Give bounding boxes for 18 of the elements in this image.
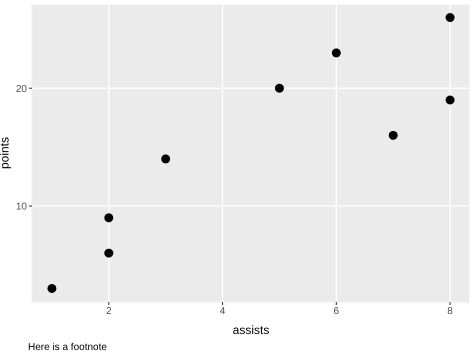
x-tick-label: 8	[447, 306, 454, 318]
y-tick-label: 10	[16, 202, 28, 213]
y-tick-label: 20	[16, 84, 28, 95]
point	[388, 130, 398, 140]
point	[274, 84, 284, 93]
x-axis-title: assists	[232, 323, 270, 337]
text: Here is a footnote	[28, 342, 107, 353]
point	[446, 13, 455, 22]
point	[332, 48, 341, 58]
point	[161, 154, 170, 164]
y-axis-title: points	[0, 136, 12, 170]
point	[104, 213, 114, 222]
x-tick-label: 4	[220, 306, 226, 318]
x-tick-label: 2	[106, 306, 112, 318]
point	[446, 95, 455, 104]
x-tick-label: 6	[334, 306, 340, 318]
point	[47, 284, 56, 293]
point	[104, 248, 114, 258]
